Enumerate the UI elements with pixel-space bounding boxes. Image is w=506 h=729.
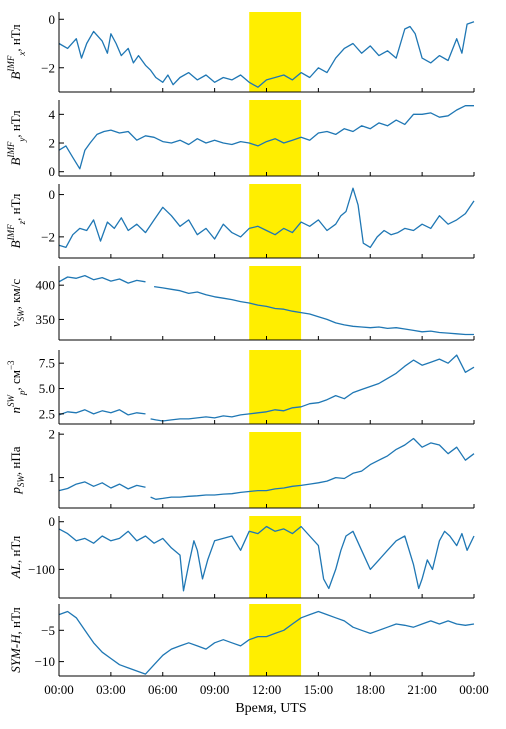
x-tick-label: 06:00 bbox=[148, 682, 178, 697]
y-tick-label: 350 bbox=[36, 312, 56, 327]
x-tick-label: 00:00 bbox=[44, 682, 74, 697]
series-line-bx-0 bbox=[58, 21, 475, 88]
y-tick-label: 0 bbox=[49, 187, 56, 202]
y-tick-label: 2 bbox=[49, 427, 56, 442]
x-tick-label: 18:00 bbox=[355, 682, 385, 697]
y-tick-label: 7.5 bbox=[39, 356, 55, 371]
series-line-psw-1 bbox=[150, 437, 475, 500]
series-line-by-0 bbox=[58, 105, 474, 170]
y-tick-label: 0 bbox=[49, 164, 56, 179]
series-line-np-0 bbox=[58, 409, 146, 416]
y-axis-label: pSW, нПа bbox=[8, 446, 26, 494]
x-tick-label: 00:00 bbox=[459, 682, 489, 697]
y-tick-label: 0 bbox=[49, 514, 56, 529]
y-tick-label: 2 bbox=[49, 136, 56, 151]
y-tick-label: 400 bbox=[36, 278, 56, 293]
panel-np: 7.5 5.0 2.5 nSWp, см−3 bbox=[6, 350, 475, 425]
highlight-band bbox=[249, 266, 302, 340]
y-axis-label: BIMFy, нТл bbox=[6, 110, 27, 166]
highlight-band bbox=[249, 100, 302, 176]
y-tick-label: 0 bbox=[49, 12, 56, 27]
panel-bx: 0 −2 BIMFx, нТл bbox=[6, 12, 475, 93]
x-tick-label: 12:00 bbox=[252, 682, 282, 697]
series-line-al-0 bbox=[58, 525, 475, 592]
highlight-band bbox=[249, 604, 302, 676]
panel-symh: −5 −10 SYM-H, нТл bbox=[8, 604, 475, 677]
series-line-psw-0 bbox=[58, 481, 146, 492]
x-tick-label: 15:00 bbox=[304, 682, 334, 697]
y-tick-label: −2 bbox=[41, 229, 55, 244]
y-tick-label: 5.0 bbox=[39, 381, 55, 396]
y-tick-label: 4 bbox=[49, 107, 56, 122]
panel-by: 4 2 0 BIMFy, нТл bbox=[6, 100, 475, 179]
y-axis-label: AL, нТл bbox=[8, 535, 23, 579]
panel-bz: 0 −2 BIMFz, нТл bbox=[6, 184, 475, 259]
y-tick-label: −5 bbox=[41, 623, 55, 638]
series-line-vsw-1 bbox=[154, 285, 474, 336]
panel-vsw: 400 350 vSW, км/с bbox=[8, 266, 475, 341]
x-axis-label: Время, UTS bbox=[235, 701, 306, 716]
panel-psw: 2 1 pSW, нПа bbox=[8, 427, 475, 509]
y-tick-label: 1 bbox=[49, 470, 56, 485]
y-tick-label: 2.5 bbox=[39, 406, 55, 421]
series-line-bz-0 bbox=[58, 187, 475, 249]
y-tick-label: −10 bbox=[35, 654, 55, 669]
panel-al: 0 −100 AL, нТл bbox=[8, 514, 475, 599]
y-tick-label: −100 bbox=[28, 562, 55, 577]
y-tick-label: −2 bbox=[41, 60, 55, 75]
highlight-band bbox=[249, 12, 302, 92]
x-tick-label: 03:00 bbox=[96, 682, 126, 697]
x-tick-label: 09:00 bbox=[200, 682, 230, 697]
y-axis-label: nSWp, см−3 bbox=[6, 360, 27, 414]
highlight-band bbox=[249, 432, 302, 508]
y-axis-label: BIMFx, нТл bbox=[6, 24, 27, 80]
y-axis-label: vSW, км/с bbox=[8, 279, 26, 327]
time-axis: 00:00 03:00 06:00 09:00 12:00 15:00 18:00 21:00… bbox=[44, 682, 489, 697]
highlight-band bbox=[249, 516, 302, 598]
highlight-band bbox=[249, 350, 302, 424]
y-axis-label: SYM-H, нТл bbox=[8, 607, 23, 673]
highlight-band bbox=[249, 184, 302, 258]
panels: 0 −2 BIMFx, нТл 4 2 0 BIMFy, нТл 0 −2 BIMFz, нТл 4… bbox=[6, 12, 475, 677]
series-line-np-1 bbox=[150, 354, 475, 422]
series-line-symh-0 bbox=[58, 610, 475, 675]
y-axis-label: BIMFz, нТл bbox=[6, 193, 27, 248]
x-tick-label: 21:00 bbox=[407, 682, 437, 697]
series-line-vsw-0 bbox=[58, 274, 146, 284]
